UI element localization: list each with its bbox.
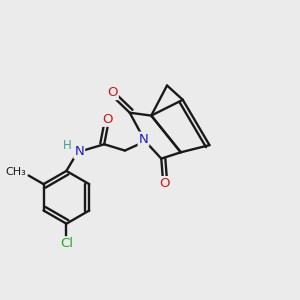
Text: O: O [107, 86, 118, 99]
Text: Cl: Cl [60, 237, 73, 250]
Text: N: N [139, 133, 148, 146]
Text: O: O [102, 113, 113, 126]
Text: CH₃: CH₃ [5, 167, 26, 177]
Text: N: N [74, 145, 84, 158]
Text: H: H [63, 140, 71, 152]
Text: O: O [159, 177, 169, 190]
